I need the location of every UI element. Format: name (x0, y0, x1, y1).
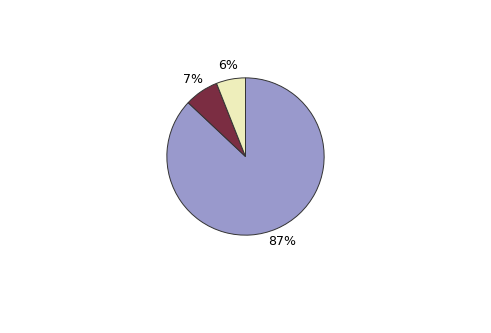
Wedge shape (188, 83, 246, 157)
Text: 87%: 87% (269, 235, 297, 248)
Text: 6%: 6% (218, 59, 238, 72)
Wedge shape (217, 78, 246, 157)
Wedge shape (167, 78, 324, 235)
Text: 7%: 7% (183, 73, 203, 86)
